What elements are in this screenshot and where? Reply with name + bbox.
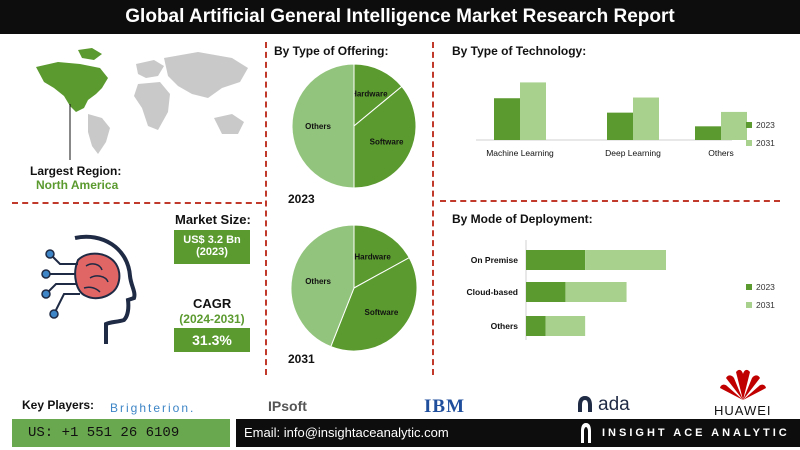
bar-machine-learning-2031	[520, 82, 546, 140]
legend-label-2031: 2031	[756, 138, 775, 148]
legend-swatch-2031	[746, 302, 752, 308]
cagr-value: 31.3%	[174, 328, 250, 352]
category-label: Cloud-based	[467, 287, 518, 297]
separator-right	[432, 42, 434, 375]
phone-number[interactable]: US: +1 551 26 6109	[12, 419, 230, 447]
deployment-title: By Mode of Deployment:	[452, 212, 593, 226]
pie-slice-hardware	[353, 63, 403, 128]
legend-label-2023: 2023	[756, 282, 775, 292]
pie-label-hardware: Hardware	[354, 253, 391, 262]
ibm-logo: IBM	[424, 396, 465, 417]
pie-label-software: Software	[370, 137, 404, 146]
cagr-label: CAGR	[193, 296, 232, 311]
category-label: Others	[708, 148, 734, 158]
offering-title: By Type of Offering:	[274, 44, 389, 58]
market-size-value: US$ 3.2 Bn	[183, 234, 241, 246]
category-label: Deep Learning	[605, 148, 661, 158]
brand-name: INSIGHT ACE ANALYTIC	[602, 427, 790, 439]
brand-icon	[581, 423, 591, 443]
bar-others-2023	[695, 126, 721, 140]
separator-left-horizontal	[12, 202, 262, 204]
bar-others-2031	[545, 316, 586, 336]
email-link[interactable]: Email: info@insightaceanalytic.com	[236, 419, 576, 447]
huawei-logo: HUAWEI	[714, 403, 772, 418]
pie-slice-software	[330, 256, 418, 352]
category-label: Others	[491, 321, 519, 331]
largest-region-label: Largest Region:	[30, 164, 122, 178]
technology-bar-chart: Machine Learning Deep Learning Others 2023 2…	[476, 82, 775, 158]
bar-deep-learning-2031	[633, 97, 659, 140]
ada-logo: ada	[598, 394, 630, 415]
bar-deep-learning-2023	[607, 112, 633, 140]
legend-label-2023: 2023	[756, 120, 775, 130]
pie-slice-hardware	[353, 224, 410, 289]
pie-chart-2031: Hardware Software Others	[290, 224, 418, 352]
category-label: Machine Learning	[486, 148, 554, 158]
technology-title: By Type of Technology:	[452, 44, 587, 58]
bar-others-2023	[526, 316, 546, 336]
bar-machine-learning-2023	[494, 98, 520, 140]
pie-label-others: Others	[305, 122, 331, 131]
separator-left	[265, 42, 267, 375]
legend-swatch-2023	[746, 122, 752, 128]
key-players-label: Key Players:	[22, 398, 95, 412]
brighterion-logo: Brighterion.	[110, 401, 196, 415]
ipsoft-logo: IPsoft	[268, 398, 307, 414]
bar-cloud-based-2031	[565, 282, 627, 302]
brand-footer: INSIGHT ACE ANALYTIC	[576, 419, 800, 447]
market-size-year: (2023)	[196, 246, 228, 258]
bar-others-2031	[721, 111, 747, 140]
category-label: On Premise	[471, 255, 519, 265]
pie-2023-title: 2023	[288, 192, 315, 206]
market-size-label: Market Size:	[175, 212, 251, 227]
bar-on-premise-2031	[585, 250, 666, 270]
deployment-bar-chart: On Premise Cloud-based Others 2023 2031	[467, 240, 775, 340]
bar-cloud-based-2023	[526, 282, 566, 302]
huawei-icon	[720, 369, 766, 400]
pie-label-others: Others	[305, 277, 331, 286]
report-title: Global Artificial General Intelligence M…	[0, 0, 800, 34]
legend-swatch-2023	[746, 284, 752, 290]
world-map	[36, 48, 248, 160]
legend-swatch-2031	[746, 140, 752, 146]
market-size-box: US$ 3.2 Bn (2023)	[174, 230, 250, 264]
pie-slice-software	[353, 85, 417, 189]
ada-icon	[578, 396, 592, 412]
pie-label-software: Software	[365, 308, 399, 317]
ai-head-icon	[41, 234, 137, 344]
pie-slice-others	[290, 224, 355, 348]
legend-label-2031: 2031	[756, 300, 775, 310]
bar-on-premise-2023	[526, 250, 586, 270]
largest-region-value: North America	[36, 178, 119, 192]
pie-label-hardware: Hardware	[351, 89, 388, 98]
cagr-period: (2024-2031)	[179, 312, 245, 326]
pie-chart-2023: Hardware Software Others	[291, 63, 417, 189]
pie-2031-title: 2031	[288, 352, 315, 366]
pie-slice-others	[291, 63, 355, 189]
separator-right-horizontal	[440, 200, 780, 202]
